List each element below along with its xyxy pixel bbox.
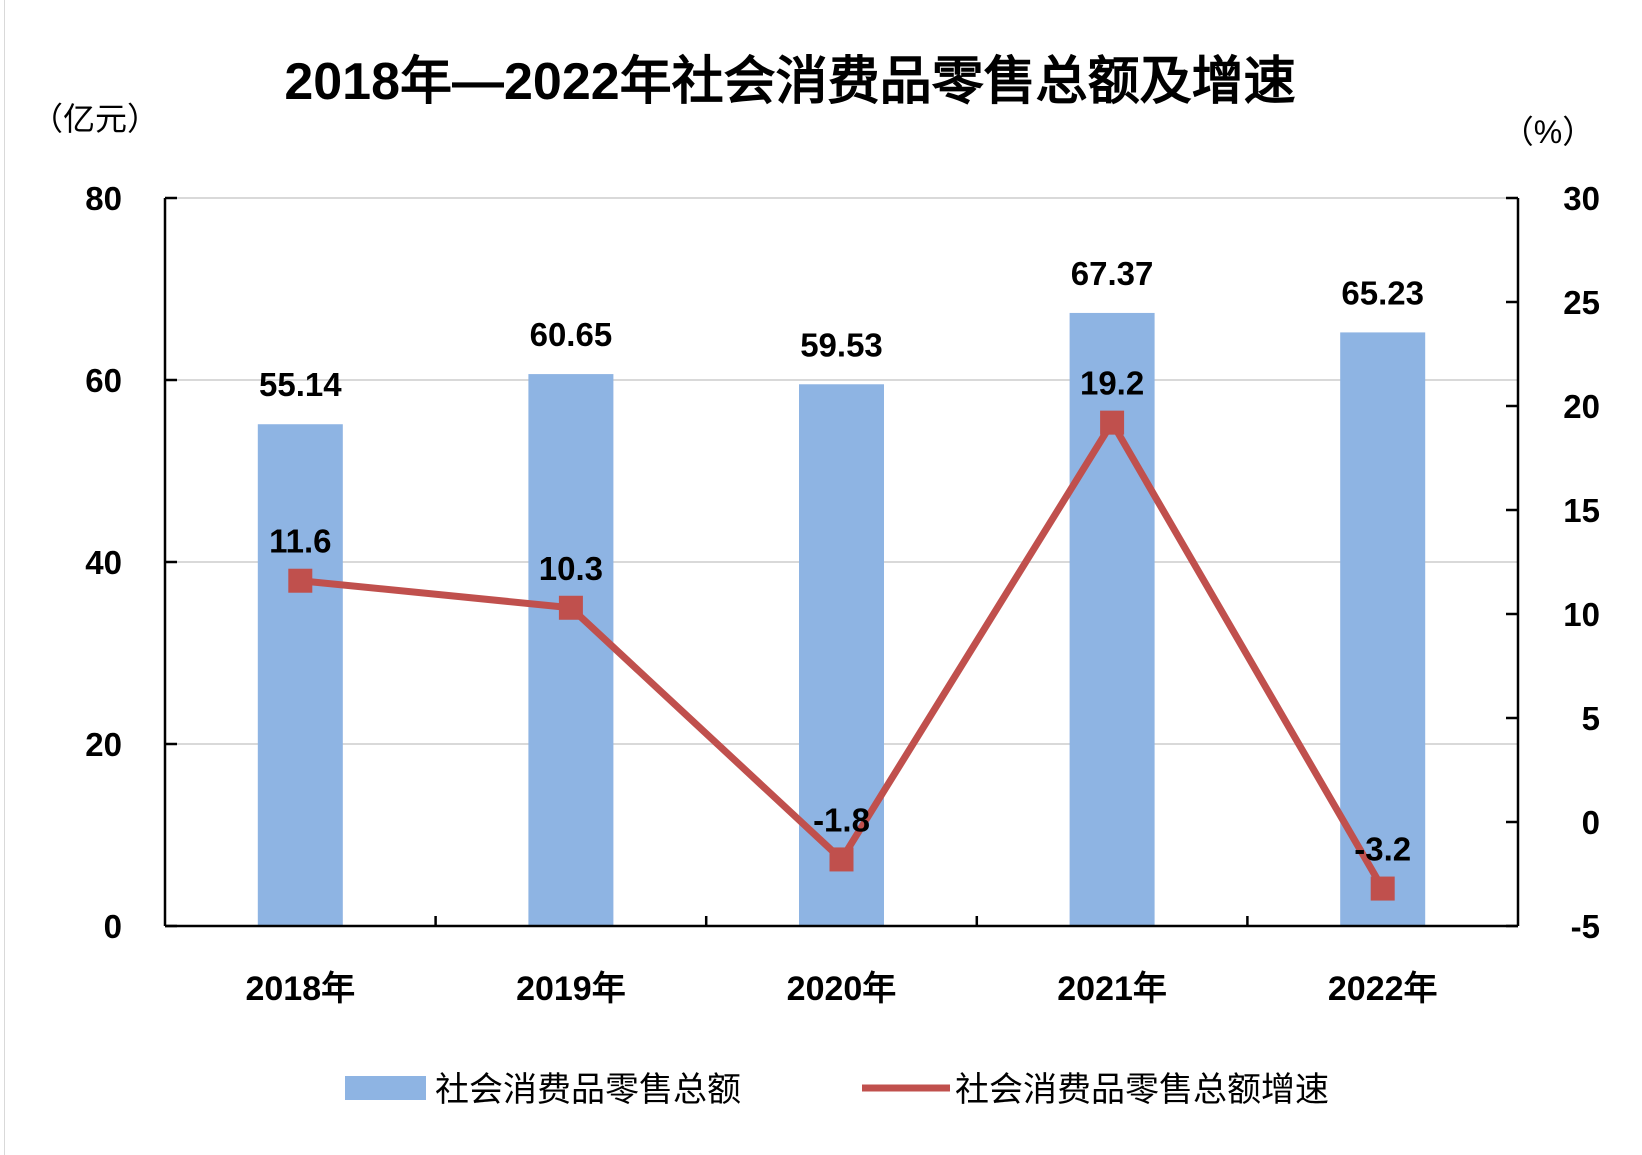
right-tick-label: 0 <box>1582 804 1600 841</box>
bar <box>1340 332 1426 927</box>
bar <box>528 374 614 927</box>
right-axis-unit: （%） <box>1502 114 1594 150</box>
left-tick-label: 80 <box>85 180 122 217</box>
right-tick-label: 15 <box>1563 492 1600 529</box>
legend-swatch-bar <box>345 1076 426 1100</box>
bar <box>257 424 343 926</box>
right-tick-label: 20 <box>1563 388 1600 425</box>
bar <box>1069 312 1155 927</box>
line-data-label: 11.6 <box>269 523 331 560</box>
x-tick-label: 2018年 <box>245 970 355 1008</box>
x-tick-label: 2022年 <box>1328 970 1438 1008</box>
line-marker <box>1100 410 1125 435</box>
x-tick-label: 2021年 <box>1057 970 1167 1008</box>
line-data-label: 10.3 <box>539 550 603 587</box>
right-tick-label: -5 <box>1571 908 1600 945</box>
line-marker <box>288 568 313 593</box>
left-tick-label: 40 <box>85 544 122 581</box>
tick-labels: 0 20 40 60 80 -5 0 5 10 15 20 25 30 2018年 2019年 2020年 20… <box>85 180 1600 1008</box>
line-data-label: -1.8 <box>813 801 870 838</box>
bar-data-label: 55.14 <box>259 366 342 403</box>
left-tick-label: 0 <box>104 908 122 945</box>
line-data-label: 19.2 <box>1080 365 1144 402</box>
right-tick-label: 5 <box>1582 700 1600 737</box>
left-axis-unit: （亿元） <box>31 101 159 137</box>
line-marker <box>1370 876 1395 901</box>
right-tick-label: 10 <box>1563 596 1600 633</box>
left-tick-label: 60 <box>85 362 122 399</box>
chart-title: 2018年—2022年社会消费品零售总额及增速 <box>284 53 1295 111</box>
axes <box>163 196 1520 928</box>
bar-data-label: 65.23 <box>1341 274 1424 311</box>
line-data-label: -3.2 <box>1354 831 1411 868</box>
right-tick-label: 30 <box>1563 180 1600 217</box>
bar-data-label: 67.37 <box>1071 255 1154 292</box>
right-tick-label: 25 <box>1563 284 1600 321</box>
legend-label-bar: 社会消费品零售总额 <box>435 1071 741 1109</box>
left-border <box>4 0 5 1155</box>
bar-data-label: 59.53 <box>800 326 883 363</box>
x-tick-label: 2019年 <box>516 970 626 1008</box>
line-series <box>288 410 1395 901</box>
bar <box>799 384 884 927</box>
x-tick-label: 2020年 <box>787 970 897 1008</box>
legend-label-line: 社会消费品零售总额增速 <box>955 1071 1329 1109</box>
legend: 社会消费品零售总额 社会消费品零售总额增速 <box>345 1071 1329 1109</box>
data-labels: 55.14 60.65 59.53 67.37 65.23 11.6 10.3 -1.8 19.… <box>259 255 1424 868</box>
bar-data-label: 60.65 <box>530 316 613 353</box>
line-marker <box>829 847 854 872</box>
line-marker <box>558 595 583 620</box>
left-tick-label: 20 <box>85 726 122 763</box>
